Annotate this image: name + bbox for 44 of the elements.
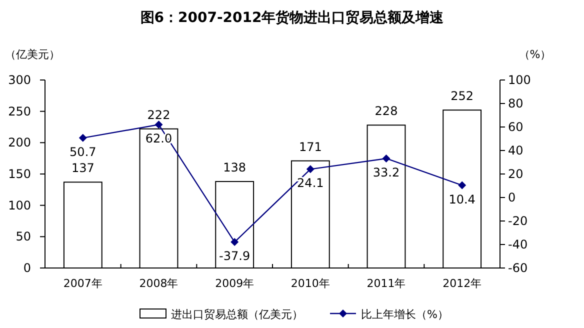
x-tick-label: 2011年	[366, 277, 406, 290]
y-tick-label: 150	[8, 167, 31, 181]
y2-tick-label: -20	[508, 214, 528, 228]
x-tick-label: 2008年	[139, 277, 178, 290]
data-label: 228	[374, 104, 398, 118]
legend-label: 比上年增长（%）	[361, 308, 448, 321]
data-label: 222	[147, 108, 170, 122]
x-tick-label: 2010年	[290, 277, 330, 290]
y2-tick-label: 0	[508, 190, 516, 204]
y2-tick-label: -60	[508, 261, 528, 275]
chart-title: 图6：2007-2012年货物进出口贸易总额及增速	[140, 9, 445, 26]
y2-tick-label: -40	[508, 238, 528, 252]
x-tick-label: 2012年	[442, 277, 482, 290]
data-label: 24.1	[297, 176, 324, 190]
data-label: 171	[298, 140, 322, 154]
x-tick-label: 2009年	[215, 277, 254, 290]
point	[78, 134, 87, 142]
data-label: 10.4	[448, 192, 476, 206]
data-label: 137	[71, 161, 94, 176]
data-label: -37.9	[219, 249, 250, 264]
point	[230, 238, 239, 246]
x-tick-label: 2007年	[63, 277, 102, 290]
data-label: 33.2	[372, 165, 400, 180]
data-label: 50.7	[70, 144, 96, 159]
y-tick-label: 100	[8, 198, 31, 212]
data-label: 252	[450, 89, 474, 104]
y2-axis-title: （%）	[518, 48, 552, 61]
point	[154, 120, 163, 129]
point	[458, 181, 466, 190]
y2-tick-label: 100	[508, 73, 531, 87]
point	[306, 165, 314, 174]
data-label: 138	[223, 160, 246, 175]
y-tick-label: 50	[16, 230, 31, 244]
y2-tick-label: 40	[508, 144, 524, 158]
y-tick-label: 0	[23, 261, 31, 275]
y-tick-label: 250	[8, 104, 31, 118]
point	[382, 154, 390, 162]
legend-label: 进出口贸易总额（亿美元）	[171, 308, 303, 321]
y-tick-label: 300	[8, 73, 31, 87]
y-axis-title: （亿美元）	[5, 48, 60, 61]
y2-tick-label: 60	[508, 120, 524, 134]
y2-tick-label: 20	[508, 167, 524, 181]
y2-tick-label: 80	[508, 96, 524, 110]
y-tick-label: 200	[8, 136, 31, 150]
